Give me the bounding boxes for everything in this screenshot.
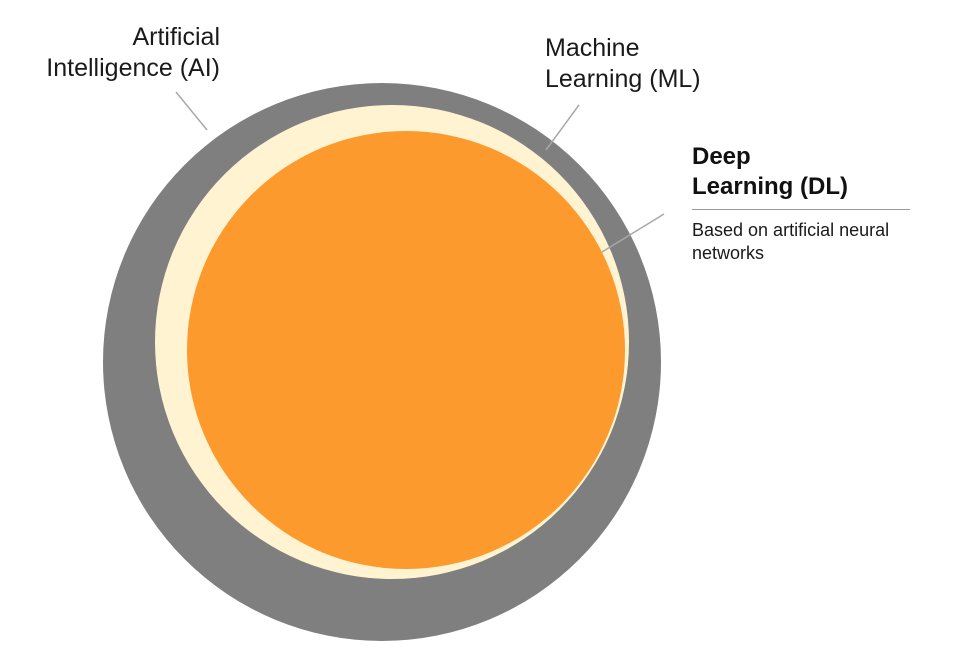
dl-description: Based on artificial neural networks xyxy=(692,219,932,265)
dl-leader-line xyxy=(601,213,665,253)
dl-label-line1: Deep xyxy=(692,143,751,170)
ai-leader-line xyxy=(175,91,208,131)
dl-label: Deep Learning (DL) xyxy=(692,142,912,202)
ml-label-line1: Machine xyxy=(545,34,640,62)
dl-circle xyxy=(187,131,625,569)
ml-leader-line xyxy=(545,104,580,151)
ml-label: Machine Learning (ML) xyxy=(545,33,701,95)
ai-label: Artificial Intelligence (AI) xyxy=(0,22,220,84)
dl-label-line2: Learning (DL) xyxy=(692,173,848,200)
ml-label-line2: Learning (ML) xyxy=(545,65,701,93)
dl-divider xyxy=(692,209,910,210)
dl-description-line1: Based on artificial neural xyxy=(692,220,890,240)
dl-description-line2: networks xyxy=(692,243,765,263)
ai-label-line1: Artificial xyxy=(132,23,220,51)
ai-label-line2: Intelligence (AI) xyxy=(46,54,220,82)
